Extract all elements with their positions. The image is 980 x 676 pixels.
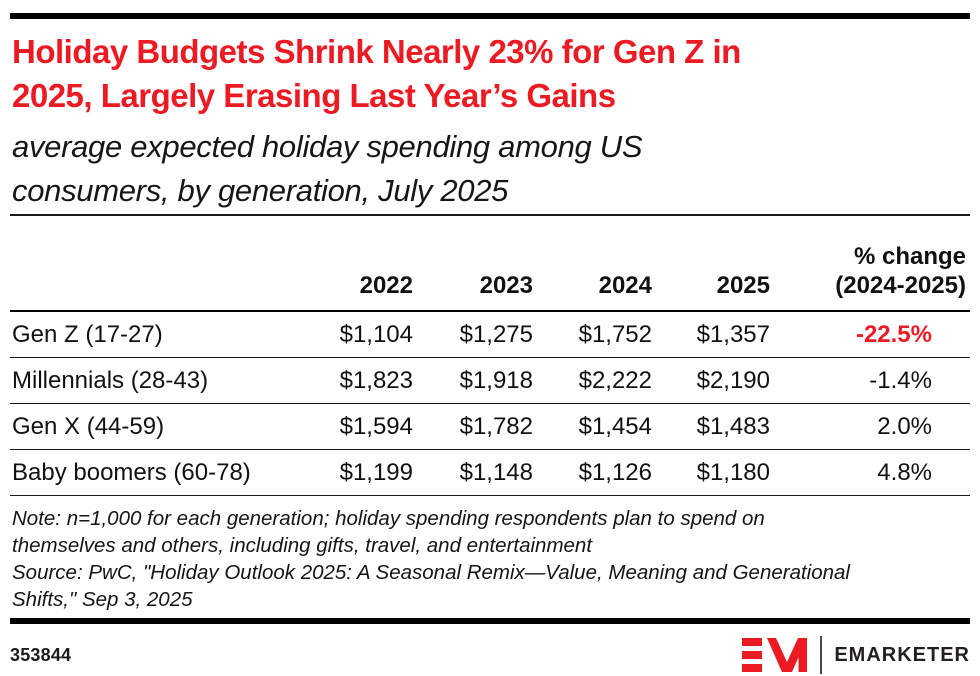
row-label: Baby boomers (60-78) <box>10 449 300 496</box>
cell-2025: $1,483 <box>652 403 770 450</box>
row-label: Gen X (44-59) <box>10 403 300 450</box>
emarketer-monogram-icon <box>742 637 808 673</box>
bottom-accent-bar <box>10 618 970 624</box>
chart-title-line-1: Holiday Budgets Shrink Nearly 23% for Ge… <box>12 33 741 70</box>
cell-2025: $2,190 <box>652 357 770 404</box>
table-row-baby-boomers: Baby boomers (60-78) $1,199 $1,148 $1,12… <box>10 449 970 496</box>
column-header-2025: 2025 <box>652 242 770 312</box>
chart-title-line-2: 2025, Largely Erasing Last Year’s Gains <box>12 77 616 114</box>
cell-2024: $1,454 <box>533 403 652 450</box>
top-accent-bar <box>10 13 970 19</box>
chart-subtitle-line-2: consumers, by generation, July 2025 <box>12 173 509 208</box>
footnotes: Note: n=1,000 for each generation; holid… <box>12 505 968 613</box>
cell-pct-change: 4.8% <box>770 449 970 496</box>
column-header-2024: 2024 <box>533 242 652 312</box>
row-label: Millennials (28-43) <box>10 357 300 404</box>
source-line-2: Shifts," Sep 3, 2025 <box>12 588 193 611</box>
cell-2022: $1,104 <box>300 311 413 358</box>
table-row-millennials: Millennials (28-43) $1,823 $1,918 $2,222… <box>10 357 970 404</box>
chart-subtitle: average expected holiday spending among … <box>12 125 968 213</box>
note-line-1: Note: n=1,000 for each generation; holid… <box>12 507 765 530</box>
cell-pct-change-highlighted: -22.5% <box>770 311 970 358</box>
column-header-2023: 2023 <box>413 242 533 312</box>
chart-subtitle-line-1: average expected holiday spending among … <box>12 129 643 164</box>
cell-2024: $1,752 <box>533 311 652 358</box>
cell-2024: $1,126 <box>533 449 652 496</box>
pct-header-line-2: (2024-2025) <box>835 272 966 299</box>
column-header-2022: 2022 <box>300 242 413 312</box>
footer: 353844 <box>10 618 970 674</box>
table-header-row: 2022 2023 2024 2025 % change (2024-2025) <box>10 242 970 312</box>
emarketer-logo: EMARKETER <box>742 636 970 674</box>
cell-2023: $1,782 <box>413 403 533 450</box>
cell-pct-change: 2.0% <box>770 403 970 450</box>
column-header-pct-change: % change (2024-2025) <box>770 242 970 312</box>
cell-2023: $1,275 <box>413 311 533 358</box>
cell-2025: $1,357 <box>652 311 770 358</box>
chart-title: Holiday Budgets Shrink Nearly 23% for Ge… <box>12 30 968 118</box>
cell-2023: $1,148 <box>413 449 533 496</box>
cell-2022: $1,594 <box>300 403 413 450</box>
cell-pct-change: -1.4% <box>770 357 970 404</box>
cell-2023: $1,918 <box>413 357 533 404</box>
cell-2022: $1,823 <box>300 357 413 404</box>
table-row-gen-z: Gen Z (17-27) $1,104 $1,275 $1,752 $1,35… <box>10 311 970 358</box>
column-header-generation <box>10 242 300 312</box>
cell-2024: $2,222 <box>533 357 652 404</box>
row-label: Gen Z (17-27) <box>10 311 300 358</box>
spending-table: 2022 2023 2024 2025 % change (2024-2025)… <box>10 242 970 496</box>
pct-header-line-1: % change <box>853 243 966 270</box>
emarketer-wordmark: EMARKETER <box>834 643 970 666</box>
note-line-2: themselves and others, including gifts, … <box>12 534 593 557</box>
header-divider <box>10 214 970 216</box>
logo-divider <box>820 636 823 674</box>
cell-2025: $1,180 <box>652 449 770 496</box>
chart-id: 353844 <box>10 644 72 665</box>
source-line-1: Source: PwC, "Holiday Outlook 2025: A Se… <box>12 561 850 584</box>
cell-2022: $1,199 <box>300 449 413 496</box>
table-row-gen-x: Gen X (44-59) $1,594 $1,782 $1,454 $1,48… <box>10 403 970 450</box>
